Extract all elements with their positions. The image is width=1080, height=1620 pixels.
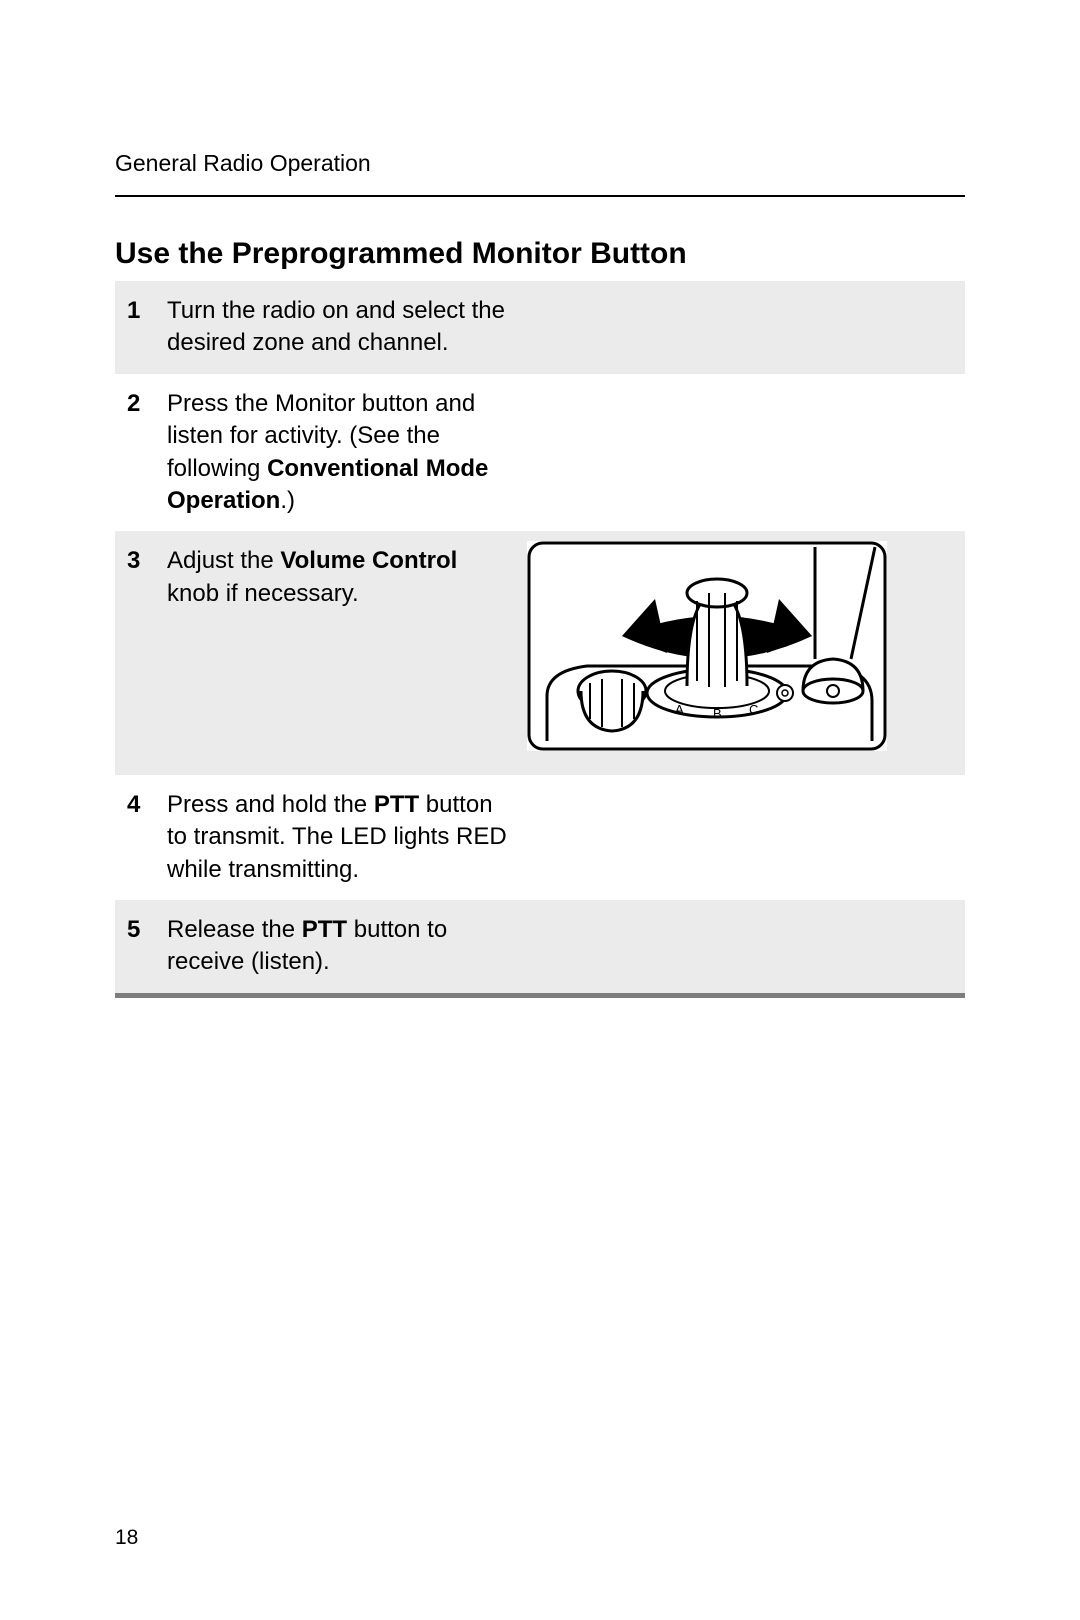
dial-label-c: C [749, 702, 758, 717]
step-text: Press the Monitor button and listen for … [167, 388, 507, 518]
manual-page: General Radio Operation Use the Preprogr… [0, 0, 1080, 1620]
step-row: 3 Adjust the Volume Control knob if nece… [115, 531, 965, 774]
section-title: Use the Preprogrammed Monitor Button [115, 237, 965, 271]
running-head: General Radio Operation [115, 150, 965, 177]
dial-label-b: B [713, 706, 722, 721]
step-number: 1 [127, 295, 167, 327]
steps-list: 1 Turn the radio on and select the desir… [115, 281, 965, 998]
volume-knob-icon: A B C [527, 541, 887, 751]
step-text: Adjust the Volume Control knob if necess… [167, 545, 507, 610]
step-row: 1 Turn the radio on and select the desir… [115, 281, 965, 374]
step-text: Press and hold the PTT button to transmi… [167, 789, 507, 886]
step-text: Release the PTT button to receive (liste… [167, 914, 507, 979]
step-number: 5 [127, 914, 167, 946]
page-number: 18 [115, 1526, 138, 1550]
volume-knob-illustration: A B C [527, 541, 887, 760]
step-number: 3 [127, 545, 167, 577]
step-row: 4 Press and hold the PTT button to trans… [115, 775, 965, 900]
step-number: 4 [127, 789, 167, 821]
header-rule [115, 195, 965, 197]
step-row: 5 Release the PTT button to receive (lis… [115, 900, 965, 993]
dial-label-a: A [675, 702, 684, 717]
step-row: 2 Press the Monitor button and listen fo… [115, 374, 965, 532]
step-text: Turn the radio on and select the desired… [167, 295, 507, 360]
step-number: 2 [127, 388, 167, 420]
